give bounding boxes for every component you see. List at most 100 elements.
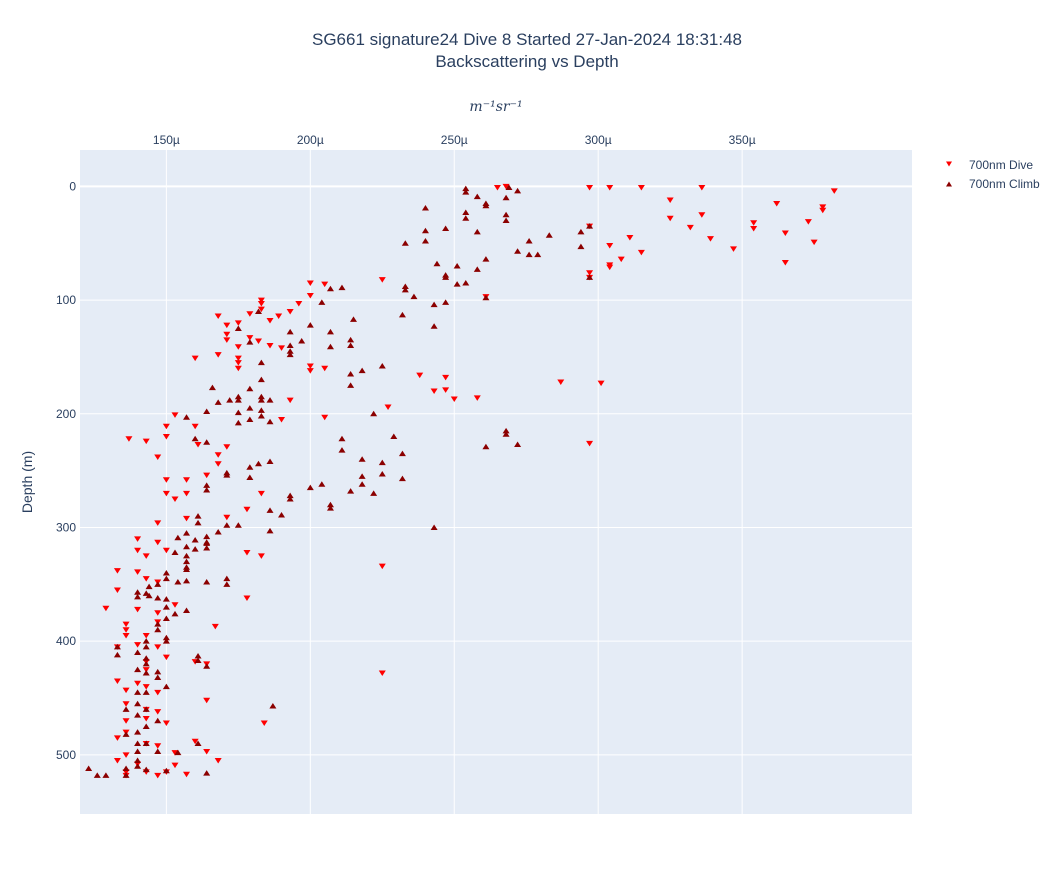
- climb-point: [482, 443, 490, 450]
- climb-point: [203, 539, 211, 545]
- dive-point: [134, 536, 142, 542]
- dive-point: [223, 514, 231, 521]
- climb-point: [183, 566, 191, 573]
- climb-point: [390, 433, 398, 440]
- climb-point: [586, 223, 594, 229]
- climb-point: [401, 283, 409, 289]
- x-axis-title: m⁻¹sr⁻¹: [469, 99, 522, 115]
- climb-point: [401, 286, 409, 293]
- climb-point: [286, 351, 294, 358]
- dive-point: [493, 185, 501, 191]
- dive-point: [243, 595, 251, 601]
- climb-point: [482, 256, 490, 262]
- climb-point: [266, 507, 274, 513]
- dive-point: [257, 490, 265, 497]
- climb-point: [326, 505, 334, 511]
- legend-item-dive[interactable]: 700nm Dive: [946, 158, 1033, 172]
- climb-point: [338, 435, 346, 442]
- climb-point: [326, 328, 334, 335]
- climb-point: [162, 575, 170, 582]
- dive-point: [142, 715, 150, 722]
- climb-point: [214, 529, 222, 535]
- dive-point: [254, 338, 262, 345]
- climb-point: [162, 569, 170, 576]
- dive-point: [698, 185, 706, 191]
- dive-point: [384, 404, 392, 410]
- climb-point: [257, 407, 265, 413]
- climb-point: [398, 450, 406, 457]
- dive-point: [686, 224, 694, 231]
- climb-point: [134, 666, 142, 673]
- dive-point: [154, 709, 162, 715]
- climb-point: [442, 225, 450, 231]
- dive-point: [706, 236, 714, 242]
- dive-point: [234, 344, 242, 350]
- climb-point: [398, 311, 406, 318]
- climb-point: [134, 757, 142, 764]
- climb-point: [246, 339, 254, 345]
- dive-point: [750, 220, 758, 226]
- climb-point: [142, 643, 150, 650]
- climb-point: [203, 439, 211, 445]
- dive-point: [113, 587, 121, 594]
- climb-point: [502, 194, 510, 201]
- climb-point: [482, 202, 490, 209]
- climb-point: [525, 251, 533, 258]
- x-axis-ticks: 150µ 200µ 250µ 300µ 350µ: [153, 133, 756, 147]
- climb-point: [358, 473, 366, 479]
- climb-point: [286, 492, 294, 499]
- climb-point: [482, 294, 490, 301]
- legend[interactable]: 700nm Dive 700nm Climb: [946, 158, 1040, 191]
- dive-point: [378, 277, 386, 283]
- climb-point: [347, 342, 355, 349]
- dive-point: [257, 300, 265, 307]
- climb-point: [378, 459, 386, 466]
- dive-point: [113, 568, 121, 574]
- dive-point: [306, 280, 314, 287]
- climb-point: [246, 416, 254, 422]
- y-tick-label: 0: [69, 179, 76, 193]
- climb-point: [358, 481, 366, 487]
- dive-point: [142, 576, 150, 582]
- dive-point: [134, 680, 142, 687]
- climb-point: [234, 522, 242, 528]
- climb-point: [183, 530, 191, 536]
- climb-point: [318, 299, 326, 305]
- climb-point: [122, 765, 130, 772]
- climb-point: [203, 533, 211, 540]
- climb-point: [191, 536, 199, 543]
- climb-point: [347, 488, 355, 494]
- climb-point: [223, 575, 231, 582]
- climb-point: [246, 385, 254, 392]
- dive-point: [606, 185, 614, 191]
- climb-point: [442, 299, 450, 305]
- legend-label-dive: 700nm Dive: [969, 158, 1033, 172]
- dive-point: [154, 520, 162, 526]
- climb-point: [142, 689, 150, 695]
- dive-point: [162, 477, 170, 483]
- dive-point: [142, 438, 150, 445]
- dive-point: [122, 752, 130, 758]
- legend-item-climb[interactable]: 700nm Climb: [946, 177, 1040, 191]
- dive-point: [142, 553, 150, 559]
- dive-point: [246, 335, 254, 341]
- climb-point: [338, 447, 346, 453]
- dive-point: [257, 306, 265, 313]
- dive-point: [134, 606, 142, 613]
- climb-point: [142, 740, 150, 747]
- climb-point: [134, 700, 142, 707]
- dive-point: [810, 239, 818, 246]
- dive-point: [773, 200, 781, 207]
- dive-point: [781, 260, 789, 266]
- climb-point: [246, 464, 254, 470]
- climb-point: [347, 382, 355, 388]
- climb-point: [203, 408, 211, 415]
- climb-point: [191, 435, 199, 442]
- climb-point: [433, 260, 441, 267]
- climb-point: [234, 419, 242, 426]
- climb-point: [134, 740, 142, 747]
- dive-point: [203, 748, 211, 755]
- dive-point: [191, 738, 199, 745]
- chart-title-line-2: Backscattering vs Depth: [435, 52, 618, 71]
- climb-point: [349, 316, 357, 322]
